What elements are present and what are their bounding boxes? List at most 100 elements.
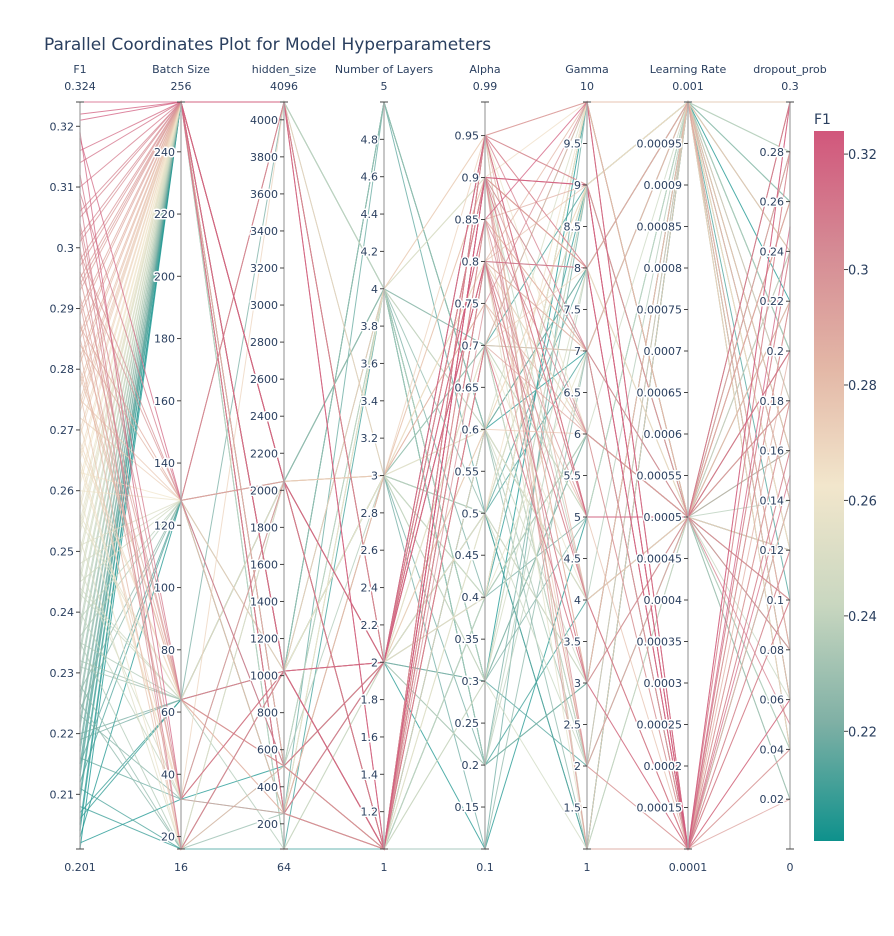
axis-tick-label: 0.0007 [644,345,683,358]
axis-tick-label: 0.14 [760,494,785,507]
axis-5: Gamma 10 1 1.5 2 2.5 3 3.5 4 4.5 5 5.5 6 6.5 7 7.5 8 8.5 9… [562,63,609,874]
axis-tick-label: 5.5 [564,470,582,483]
axis-2: hidden_size 4096 64 200 400 600 800 1000 1200 140… [249,63,317,874]
axis-tick-label: 0.4 [462,591,480,604]
data-polyline [79,100,791,851]
axis-tick-label: 0.0002 [644,760,683,773]
axis-tick-label: 0.95 [455,130,480,143]
axis-min-label: 0 [787,861,794,874]
axis-tick-label: 0.5 [462,507,480,520]
data-polyline [79,100,791,814]
axis-tick-label: 600 [257,744,278,757]
data-polyline [79,101,791,850]
axis-tick-label: 0.04 [760,743,785,756]
axis-tick-label: 4 [574,594,581,607]
colorbar-tick-label: 0.28 [848,379,877,394]
axis-tick-label: 0.26 [760,196,785,209]
axis-tick-label: 0.28 [50,363,75,376]
axis-tick-label: 8.5 [564,221,582,234]
data-polyline [79,100,791,850]
data-polyline [79,100,791,850]
axis-min-label: 16 [174,861,188,874]
data-polyline [79,101,791,851]
axis-tick-label: 1600 [250,558,278,571]
axis-0: F1 0.324 0.201 0.21 0.22 0.23 0.24 0.25 0.26 0.27… [48,63,96,874]
axis-max-label: 0.3 [781,80,799,93]
data-polyline [79,101,791,850]
data-polyline [79,100,791,701]
axis-tick-label: 0.00045 [637,553,683,566]
data-polyline [79,101,791,599]
data-polyline [79,101,791,850]
axis-tick-label: 0.3 [462,675,480,688]
axis-tick-label: 0.24 [50,606,75,619]
data-polyline [79,100,791,700]
data-polyline [79,101,791,795]
data-polyline [79,100,790,850]
axis-max-label: 256 [171,80,192,93]
colorbar-tick-label: 0.24 [848,610,877,625]
axis-tick-label: 0.00025 [637,719,683,732]
axis-tick-label: 0.00055 [637,470,683,483]
axis-tick-label: 2 [574,760,581,773]
data-polyline [79,100,791,637]
axis-title: Learning Rate [650,63,727,76]
axis-title: Number of Layers [335,63,433,76]
data-polyline [80,101,791,850]
axis-1: Batch Size 256 16 20 40 60 80 100 120 140 160 180 20… [152,63,210,874]
data-polyline [79,100,791,672]
axis-tick-label: 220 [154,208,175,221]
polylines-layer [79,100,791,851]
axis-tick-label: 200 [257,818,278,831]
colorbar-title: F1 [814,112,831,128]
axis-tick-label: 4.5 [564,553,582,566]
axis-tick-label: 0.0003 [644,677,683,690]
colorbar-tick-label: 0.26 [848,494,877,509]
data-polyline [79,101,791,850]
axis-tick-label: 3600 [250,188,278,201]
colorbar-tick-label: 0.32 [848,148,877,163]
axis-tick-label: 0.18 [760,395,785,408]
axis-tick-label: 0.31 [50,181,75,194]
data-polyline [79,100,791,528]
data-polyline [79,101,791,750]
axis-tick-label: 4 [371,283,378,296]
data-polyline [79,100,791,850]
data-polyline [79,101,791,850]
colorbar: F1 0.22 0.24 0.26 0.28 0.3 0.32 [814,112,877,841]
axis-tick-label: 0.2 [462,759,480,772]
axis-tick-label: 80 [161,644,175,657]
axis-tick-label: 0.2 [767,345,785,358]
axis-4: Alpha 0.99 0.1 0.15 0.2 0.25 0.3 0.35 0.4 0.45 0.5… [453,63,501,874]
data-polyline [79,101,790,815]
data-polyline [79,101,791,815]
axis-tick-label: 2200 [250,447,278,460]
data-polyline [79,100,791,801]
axis-tick-label: 0.6 [462,423,480,436]
axis-max-label: 5 [381,80,388,93]
axis-tick-label: 1000 [250,670,278,683]
data-polyline [79,100,791,650]
chart-title: Parallel Coordinates Plot for Model Hype… [44,35,491,55]
data-polyline [79,100,791,800]
axis-min-label: 1 [584,861,591,874]
data-polyline [79,101,791,801]
axis-tick-label: 2.8 [361,507,379,520]
axis-max-label: 0.001 [672,80,704,93]
axis-max-label: 4096 [270,80,298,93]
data-polyline [79,100,791,850]
axis-max-label: 0.99 [473,80,498,93]
axis-tick-label: 0.00075 [637,304,683,317]
data-polyline [79,300,791,664]
axis-tick-label: 5 [574,511,581,524]
axis-tick-label: 4.8 [361,133,379,146]
data-polyline [79,100,791,750]
axis-tick-label: 0.1 [767,594,785,607]
axes-layer: F10.3240.2010.210.220.230.240.250.260.27… [48,63,827,874]
axis-tick-label: 20 [161,831,175,844]
axis-tick-label: 4.6 [361,171,379,184]
axis-tick-label: 0.29 [50,302,75,315]
data-polyline [79,101,791,850]
axis-max-label: 10 [580,80,594,93]
